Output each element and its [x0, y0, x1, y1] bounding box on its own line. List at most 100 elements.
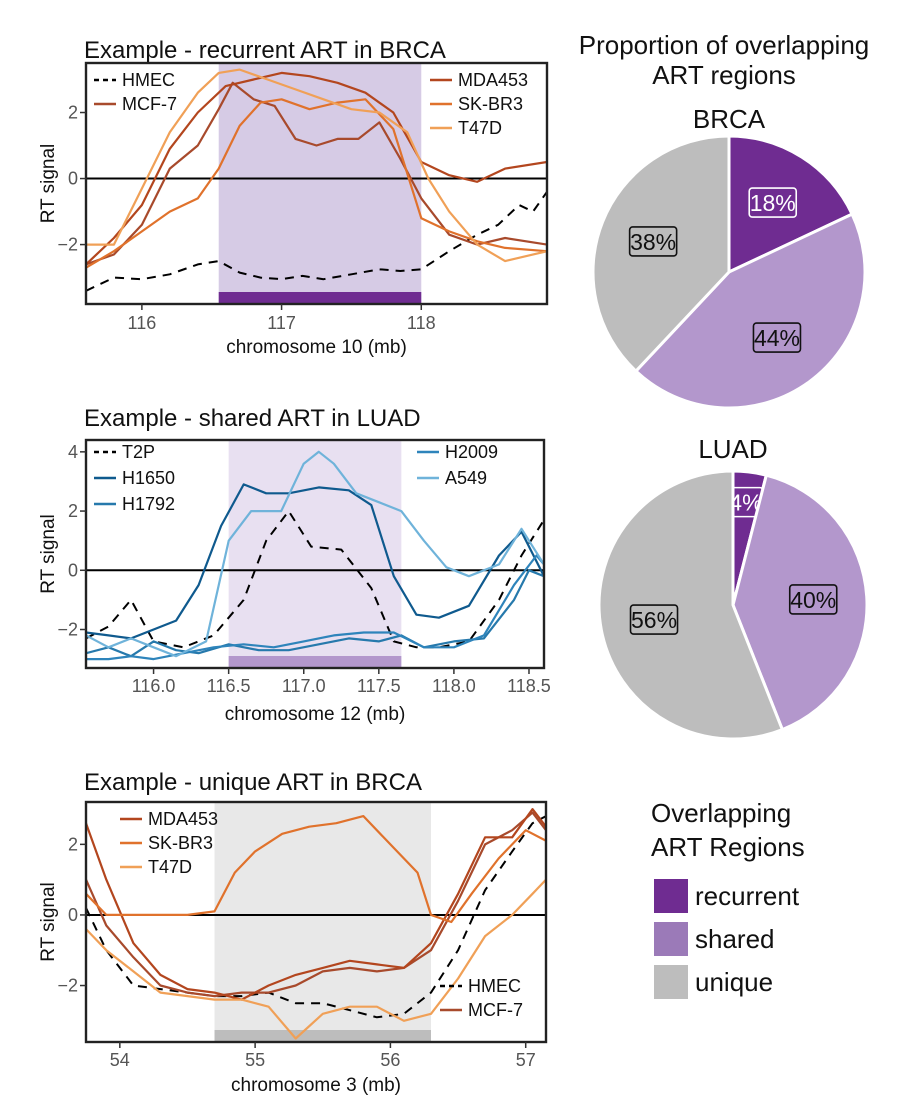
x-tick-label: 54 — [110, 1050, 130, 1070]
x-axis-label: chromosome 3 (mb) — [231, 1075, 401, 1096]
x-axis-label: chromosome 12 (mb) — [225, 704, 406, 725]
series-line-mda453 — [86, 71, 547, 266]
pie-slice-shared — [633, 212, 867, 410]
highlight-bar-recurrent — [218, 292, 422, 304]
x-tick-label: 116.0 — [132, 676, 176, 696]
legend-entry-hmec: HMEC — [122, 70, 175, 90]
line-chart-1: Example - recurrent ART in BRCA 116 117 118… — [38, 37, 549, 358]
legend-entry-h1792: H1792 — [122, 494, 175, 514]
pie-title: BRCA — [693, 104, 766, 134]
legend-label-shared: shared — [695, 924, 775, 954]
y-tick-label: 4 — [68, 442, 78, 462]
x-tick-label: 57 — [516, 1050, 536, 1070]
x-tick-label: 118.5 — [507, 676, 551, 696]
y-axis-label: RT signal — [38, 882, 59, 962]
pie-label-recurrent: 18% — [750, 190, 796, 216]
legend-entry-mcf-7: MCF-7 — [468, 1000, 523, 1020]
series-line-t2p — [86, 510, 544, 649]
series-line-mcf-7 — [86, 811, 546, 998]
series-line-sk-br3 — [86, 98, 547, 269]
x-tick-label: 118 — [407, 313, 436, 333]
pie-label-unique: 38% — [630, 229, 676, 255]
legend-title-line1: Overlapping — [651, 798, 791, 828]
y-tick-label: 2 — [68, 501, 78, 521]
y-tick-label: 0 — [68, 905, 78, 925]
y-axis-label: RT signal — [38, 144, 59, 224]
legend-entry-t2p: T2P — [122, 442, 155, 462]
series-line-mda453 — [86, 807, 546, 1001]
series-line-h1650 — [86, 483, 544, 640]
series-line-h2009 — [86, 554, 544, 661]
pie-label-box-unique — [629, 604, 679, 635]
x-tick-label: 118.0 — [432, 676, 476, 696]
y-tick-label: −2 — [57, 620, 78, 640]
x-tick-label: 116 — [128, 313, 157, 333]
series-line-hmec — [86, 815, 546, 1019]
legend-label-unique: unique — [695, 967, 773, 997]
pie-label-box-shared — [788, 584, 838, 615]
x-tick-label: 117 — [267, 313, 296, 333]
legend-title-line2: ART Regions — [651, 832, 805, 862]
plot-frame — [84, 61, 549, 306]
x-tick-label: 117.0 — [282, 676, 326, 696]
highlight-region-recurrent — [218, 63, 422, 304]
line-chart-2: Example - shared ART in LUAD 116.0 116.5 11… — [38, 405, 551, 725]
y-tick-label: −2 — [57, 976, 78, 996]
y-axis-label: RT signal — [38, 514, 59, 594]
plot-frame — [84, 438, 546, 670]
pie-label-unique: 56% — [631, 607, 677, 633]
y-tick-label: 0 — [68, 560, 78, 580]
pie-section-title-line1: Proportion of overlapping — [579, 30, 870, 60]
x-tick-label: 116.5 — [207, 676, 251, 696]
y-tick-label: −2 — [57, 235, 78, 255]
legend-entry-h1650: H1650 — [122, 468, 175, 488]
pie-label-shared: 44% — [754, 325, 800, 351]
x-tick-label: 117.5 — [357, 676, 401, 696]
legend-swatch-recurrent — [654, 879, 688, 913]
y-tick-label: 0 — [68, 169, 78, 189]
chart-title: Example - recurrent ART in BRCA — [84, 37, 446, 64]
line-chart-3: Example - unique ART in BRCA 54 55 56 57 −2 0 2… — [38, 769, 548, 1096]
legend-entry-hmec: HMEC — [468, 976, 521, 996]
series-line-t47d — [86, 878, 546, 1040]
x-axis-label: chromosome 10 (mb) — [226, 337, 407, 358]
series-line-t47d — [86, 68, 547, 263]
legend-entry-mda453: MDA453 — [148, 809, 218, 829]
legend-entry-mda453: MDA453 — [458, 70, 528, 90]
figure-panels: Example - recurrent ART in BRCA 116 117 118… — [38, 37, 869, 1096]
pie-title: LUAD — [698, 434, 767, 464]
pie-label-box-shared — [752, 322, 802, 353]
pie-label-box-unique — [628, 226, 678, 257]
series-line-hmec — [86, 191, 547, 292]
legend-entry-h2009: H2009 — [445, 442, 498, 462]
plot-frame — [84, 800, 548, 1044]
legend-overlapping-art-regions: Overlapping ART Regions recurrent shared u… — [651, 798, 805, 999]
legend-swatch-unique — [654, 965, 688, 999]
series-line-h1792 — [86, 569, 544, 658]
x-tick-label: 55 — [245, 1050, 265, 1070]
highlight-region-shared — [228, 440, 402, 668]
y-tick-label: 2 — [68, 834, 78, 854]
highlight-region-unique — [214, 802, 431, 1042]
highlight-bar-unique — [214, 1030, 431, 1042]
legend-entry-mcf-7: MCF-7 — [122, 94, 177, 114]
chart-title: Example - shared ART in LUAD — [84, 405, 421, 432]
chart-title: Example - unique ART in BRCA — [84, 769, 422, 796]
legend-entry-t47d: T47D — [458, 118, 502, 138]
x-tick-label: 56 — [380, 1050, 400, 1070]
pie-label-shared: 40% — [790, 587, 836, 613]
highlight-bar-shared — [228, 656, 402, 668]
pie-slice-unique — [597, 469, 785, 741]
legend-entry-sk-br3: SK-BR3 — [458, 94, 523, 114]
series-line-a549 — [86, 450, 544, 658]
pie-section-title-line2: ART regions — [652, 60, 796, 90]
legend-swatch-shared — [654, 922, 688, 956]
legend-entry-t47d: T47D — [148, 857, 192, 877]
legend-entry-sk-br3: SK-BR3 — [148, 833, 213, 853]
legend-label-recurrent: recurrent — [695, 881, 800, 911]
y-tick-label: 2 — [68, 103, 78, 123]
legend-entry-a549: A549 — [445, 468, 487, 488]
series-line-sk-br3 — [86, 814, 546, 924]
